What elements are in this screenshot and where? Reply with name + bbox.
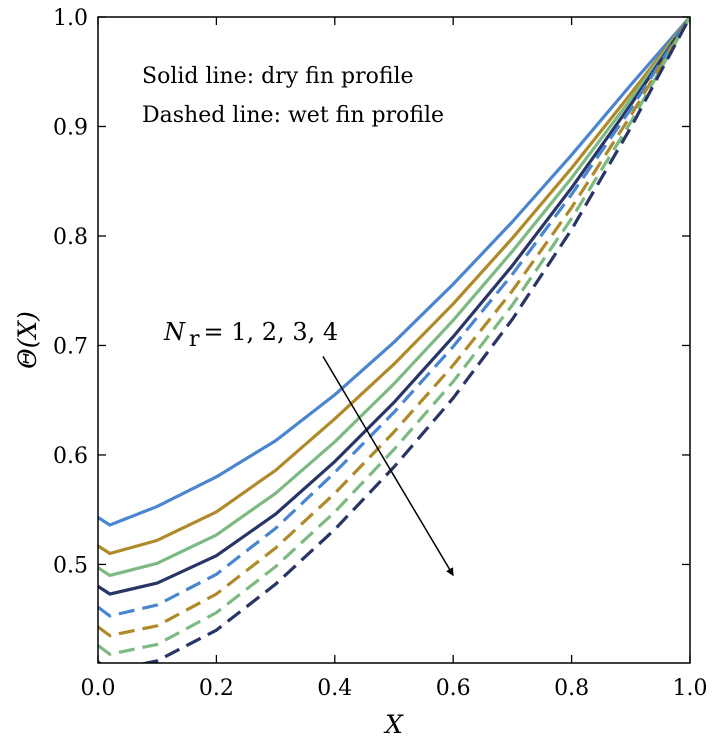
nr-subscript: r: [189, 327, 200, 352]
x-tick-label: 0.2: [199, 676, 234, 701]
dry-profile-line-2: [98, 17, 690, 556]
x-tick-label: 1.0: [673, 676, 708, 701]
y-tick-label: 0.6: [53, 444, 88, 469]
wet-profile-line-3: [98, 17, 690, 656]
y-tick-label: 0.5: [53, 553, 88, 578]
annotation-wet-fin: Dashed line: wet fin profile: [142, 103, 444, 128]
wet-profile-line-2: [98, 17, 690, 638]
y-tick-label: 0.8: [53, 225, 88, 250]
wet-profile-line-1: [98, 17, 690, 618]
nr-symbol: N: [163, 318, 186, 346]
x-tick-label: 0.6: [436, 676, 471, 701]
x-tick-label: 0.0: [81, 676, 116, 701]
y-tick-label: 0.7: [53, 334, 88, 359]
y-axis-title: Θ(X): [13, 311, 42, 369]
x-tick-label: 0.4: [317, 676, 352, 701]
ticks-layer: 0.0 0.2 0.4 0.6 0.8 1.0 0.5 0.6 0.7 0.8 0.9 1.0: [53, 6, 708, 701]
x-axis-title: X: [383, 710, 404, 739]
dry-profile-line-4: [98, 17, 690, 596]
plot-frame: [97, 16, 691, 664]
annotation-nr: N r = 1, 2, 3, 4: [163, 318, 338, 352]
dry-profile-line-3: [98, 17, 690, 578]
trend-arrow: [322, 356, 454, 577]
x-tick-label: 0.8: [554, 676, 589, 701]
annotation-dry-fin: Solid line: dry fin profile: [142, 64, 414, 89]
y-tick-label: 1.0: [53, 6, 88, 31]
dry-profile-line-1: [98, 17, 690, 527]
nr-values: = 1, 2, 3, 4: [204, 318, 339, 346]
y-tick-label: 0.9: [53, 115, 88, 140]
